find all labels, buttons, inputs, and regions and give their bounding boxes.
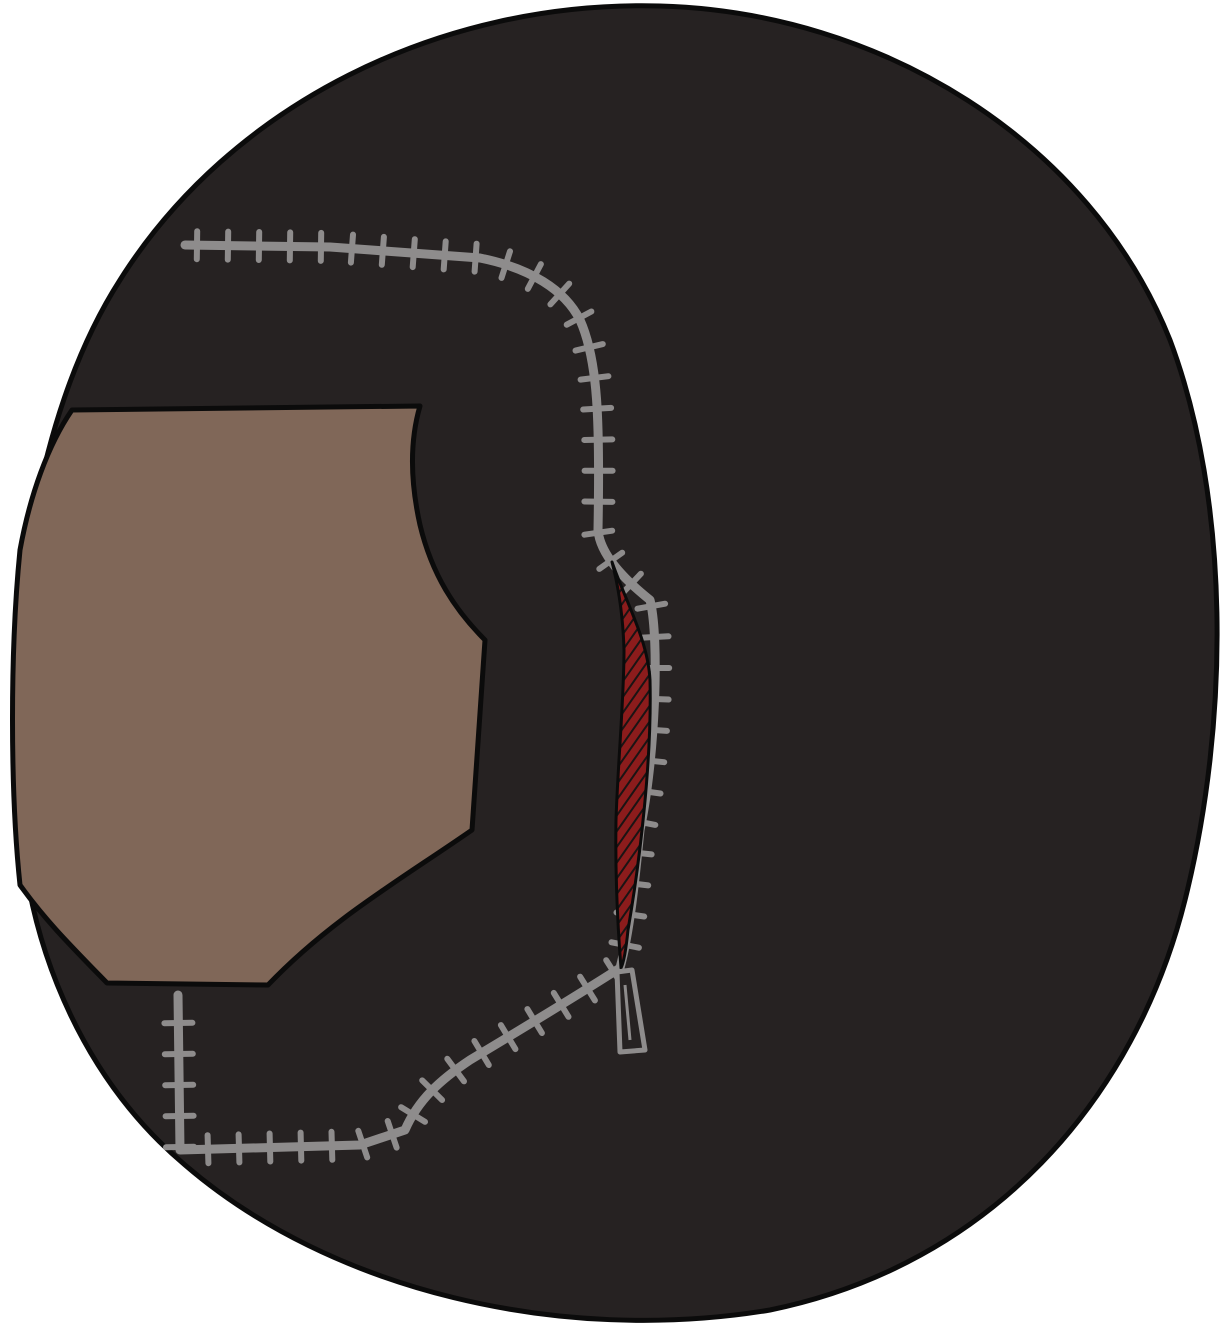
zipper-tooth — [266, 1130, 274, 1165]
zipper-tooth — [581, 527, 616, 538]
zipper-tooth — [347, 231, 356, 266]
zipper-tooth — [328, 1128, 336, 1163]
zipper-tooth — [581, 436, 616, 443]
zipper-tooth — [204, 1132, 212, 1167]
zipper-tooth — [524, 1006, 545, 1036]
zipper-tooth — [634, 600, 669, 612]
zipper-tooth — [577, 973, 598, 1004]
zipper-tooth — [440, 238, 449, 273]
zipper-tooth — [471, 240, 480, 275]
zipper-track — [173, 240, 660, 1155]
zipper-opening — [610, 560, 652, 970]
zipper-tooth — [563, 308, 595, 328]
zipper-tooth — [498, 248, 513, 281]
zipper-pull — [614, 967, 648, 1055]
zipper-tooth — [378, 233, 387, 268]
zipper-tooth — [384, 1118, 400, 1151]
zipper-tooth — [637, 633, 672, 641]
zipper-tooth — [547, 280, 573, 308]
zipper-tooth — [398, 1104, 428, 1125]
zipper-tooth — [297, 1129, 305, 1164]
zipper-tooth — [580, 404, 615, 413]
zipper-tooth — [524, 261, 544, 292]
zipper-tooth — [550, 989, 572, 1020]
zipper-tooth — [618, 570, 644, 598]
face-opening — [10, 403, 488, 988]
zipper-tooth — [572, 341, 606, 354]
zipper-tooth — [577, 373, 612, 383]
zipper-tooth — [409, 236, 418, 271]
zipper-tooth — [419, 1077, 446, 1103]
zipper-tooth — [235, 1131, 243, 1166]
zipper-tooth — [444, 1055, 467, 1085]
zipper-tooth — [497, 1022, 519, 1053]
zipper-tooth — [355, 1127, 371, 1161]
zipper-tooth — [471, 1038, 492, 1068]
zipper-pull-slot — [623, 984, 632, 1041]
hood-body — [13, 3, 1220, 1323]
zipper-tooth — [596, 549, 626, 572]
